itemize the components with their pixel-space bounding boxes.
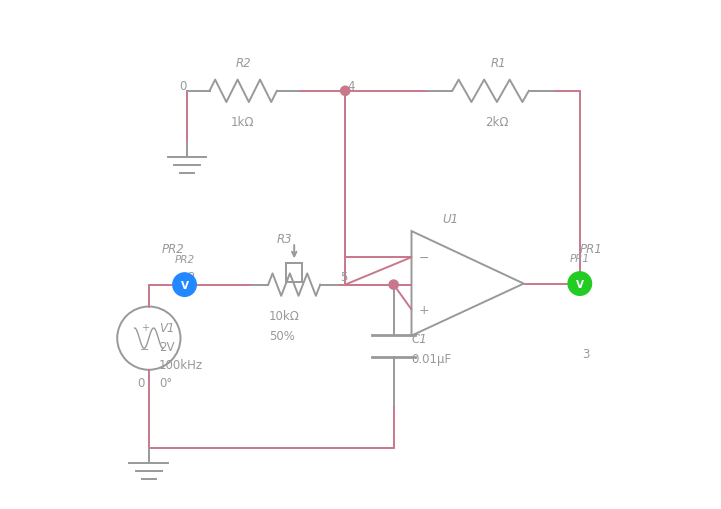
Text: V1: V1 (159, 322, 174, 335)
Text: PR1: PR1 (580, 243, 603, 256)
Text: 0°: 0° (159, 376, 172, 389)
Text: +: + (141, 322, 149, 332)
Text: PR2: PR2 (162, 243, 185, 256)
Text: 10kΩ: 10kΩ (269, 309, 299, 322)
Text: U1: U1 (442, 212, 459, 225)
Bar (286, 263, 302, 282)
Text: V: V (576, 279, 584, 289)
Text: 0: 0 (180, 80, 187, 93)
Text: 5: 5 (340, 271, 348, 284)
Circle shape (568, 272, 591, 296)
Text: PR2: PR2 (174, 254, 195, 264)
Text: 2: 2 (187, 271, 195, 284)
Text: R3: R3 (276, 233, 292, 246)
Text: R1: R1 (490, 57, 506, 70)
Text: +: + (419, 303, 430, 316)
Text: 1kΩ: 1kΩ (231, 116, 254, 129)
Text: 3: 3 (583, 347, 590, 360)
Text: R2: R2 (236, 57, 251, 70)
Text: 0: 0 (137, 376, 144, 389)
Text: PR1: PR1 (570, 253, 590, 263)
Text: 2V: 2V (159, 341, 174, 354)
Text: −: − (419, 251, 430, 264)
Text: V: V (180, 280, 189, 290)
Text: 100kHz: 100kHz (159, 358, 203, 372)
Text: C1: C1 (412, 332, 428, 345)
Text: 2kΩ: 2kΩ (485, 116, 509, 129)
Text: −: − (140, 345, 149, 355)
Text: 0.01μF: 0.01μF (412, 352, 451, 365)
Circle shape (340, 87, 350, 96)
Circle shape (389, 280, 398, 290)
Circle shape (173, 273, 196, 297)
Text: 4: 4 (348, 80, 355, 93)
Text: 50%: 50% (269, 329, 295, 343)
